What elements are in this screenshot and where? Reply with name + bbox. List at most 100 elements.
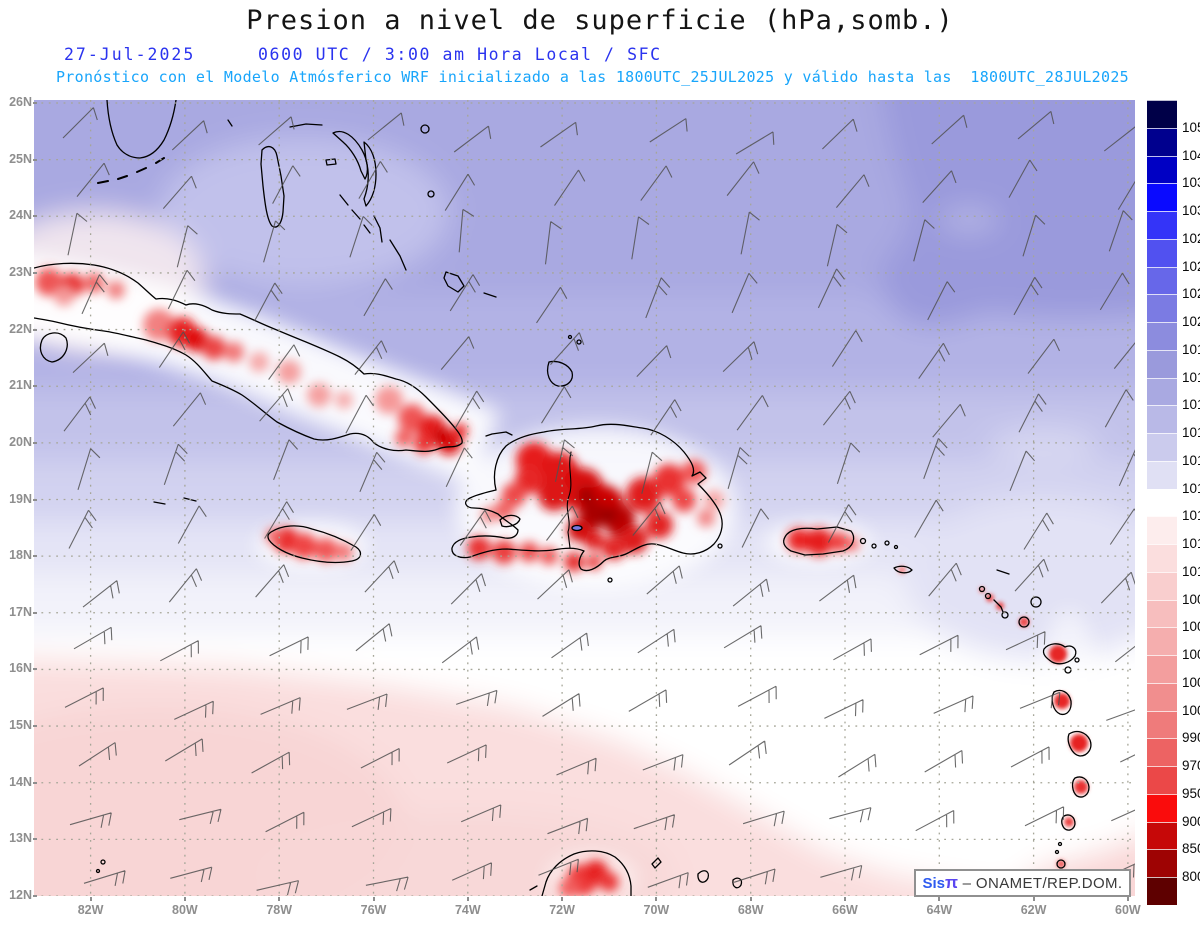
colorbar-tick-label: 1018 bbox=[1182, 369, 1200, 385]
lat-tick bbox=[33, 498, 37, 501]
watermark-pi-icon: π bbox=[945, 873, 959, 892]
watermark-box: Sis π – ONAMET/REP.DOM. bbox=[914, 869, 1131, 897]
colorbar-tick-label: 1012 bbox=[1182, 536, 1200, 552]
lat-label: 17N bbox=[9, 604, 32, 619]
colorbar-segment bbox=[1147, 211, 1177, 239]
lon-tick bbox=[561, 897, 564, 901]
colorbar-segment bbox=[1147, 738, 1177, 766]
colorbar-tick-label: 970 bbox=[1182, 758, 1200, 774]
colorbar-segment bbox=[1147, 877, 1177, 905]
wind-barbs bbox=[62, 107, 1135, 896]
colorbar-tick-label: 990 bbox=[1182, 730, 1200, 746]
coastlines bbox=[34, 100, 1121, 896]
lon-label: 82W bbox=[77, 903, 104, 917]
lon-tick bbox=[1126, 897, 1129, 901]
colorbar-segment bbox=[1147, 682, 1177, 711]
colorbar-tick-label: 1008 bbox=[1182, 591, 1200, 607]
colorbar-tick-label: 1006 bbox=[1182, 619, 1200, 635]
colorbar-segment bbox=[1147, 377, 1177, 406]
page-title: Presion a nivel de superficie (hPa,somb.… bbox=[246, 5, 954, 36]
lon-tick bbox=[749, 897, 752, 901]
colorbar-segment bbox=[1147, 322, 1177, 350]
colorbar-segment bbox=[1147, 155, 1177, 184]
date-label: 27-Jul-2025 bbox=[64, 45, 196, 64]
lon-tick bbox=[372, 897, 375, 901]
lat-label: 26N bbox=[9, 95, 32, 109]
lon-label: 64W bbox=[926, 903, 953, 917]
lat-tick bbox=[33, 328, 37, 331]
lat-label: 21N bbox=[9, 378, 32, 393]
lat-tick bbox=[33, 441, 37, 444]
colorbar-tick-label: 1022 bbox=[1182, 286, 1200, 302]
colorbar-segment bbox=[1147, 405, 1177, 433]
lat-tick bbox=[33, 781, 37, 784]
colorbar-segment bbox=[1147, 183, 1177, 211]
colorbar-segment bbox=[1147, 266, 1177, 295]
colorbar-segment bbox=[1147, 766, 1177, 794]
lat-label: 13N bbox=[9, 831, 32, 846]
map-canvas bbox=[34, 100, 1135, 896]
lat-tick bbox=[33, 271, 37, 274]
colorbar-segment bbox=[1147, 488, 1177, 517]
colorbar-segment bbox=[1147, 544, 1177, 572]
lat-label: 20N bbox=[9, 434, 32, 449]
lat-label: 23N bbox=[9, 264, 32, 279]
lat-tick bbox=[33, 215, 37, 218]
colorbar-tick-label: 1035 bbox=[1182, 175, 1200, 191]
colorbar-tick-label: 1030 bbox=[1182, 203, 1200, 219]
colorbar-segment bbox=[1147, 599, 1177, 628]
lat-label: 15N bbox=[9, 718, 32, 733]
colorbar-tick-label: 1002 bbox=[1182, 674, 1200, 690]
colorbar-tick-label: 1017 bbox=[1182, 397, 1200, 413]
colorbar-segment bbox=[1147, 627, 1177, 655]
lat-tick bbox=[33, 102, 37, 104]
lon-label: 66W bbox=[832, 903, 858, 917]
colorbar-tick-label: 850 bbox=[1182, 841, 1200, 857]
time-label: 0600 UTC / 3:00 am Hora Local / SFC bbox=[258, 45, 662, 64]
colorbar-tick-label: 1014 bbox=[1182, 480, 1200, 496]
colorbar-segment bbox=[1147, 433, 1177, 461]
colorbar-segment bbox=[1147, 849, 1177, 877]
lon-tick bbox=[278, 897, 281, 901]
lon-label: 70W bbox=[643, 903, 670, 917]
colorbar-segment bbox=[1147, 655, 1177, 683]
lon-label: 76W bbox=[360, 903, 387, 917]
colorbar-tick-label: 1050 bbox=[1182, 119, 1200, 135]
colorbar-segment bbox=[1147, 349, 1177, 378]
lat-label: 22N bbox=[9, 321, 32, 336]
colorbar-segment bbox=[1147, 294, 1177, 322]
colorbar-tick-label: 1013 bbox=[1182, 508, 1200, 524]
pressure-colorbar bbox=[1147, 100, 1177, 905]
colorbar-tick-label: 1040 bbox=[1182, 147, 1200, 163]
lat-tick bbox=[33, 725, 37, 728]
lat-tick bbox=[33, 838, 37, 841]
lon-tick bbox=[938, 897, 941, 901]
colorbar-segment bbox=[1147, 127, 1177, 156]
colorbar-tick-label: 1015 bbox=[1182, 452, 1200, 468]
pressure-map bbox=[34, 100, 1135, 896]
lat-label: 25N bbox=[9, 151, 32, 166]
colorbar-segment bbox=[1147, 793, 1177, 822]
lat-label: 16N bbox=[9, 661, 32, 676]
lat-label: 12N bbox=[9, 888, 32, 902]
colorbar-tick-label: 1025 bbox=[1182, 258, 1200, 274]
colorbar-tick-label: 800 bbox=[1182, 869, 1200, 885]
colorbar-segment bbox=[1147, 571, 1177, 600]
lat-tick bbox=[33, 668, 37, 671]
lat-label: 14N bbox=[9, 774, 32, 789]
lat-label: 18N bbox=[9, 548, 32, 563]
lat-label: 24N bbox=[9, 208, 32, 223]
lon-label: 74W bbox=[454, 903, 481, 917]
lat-tick bbox=[33, 158, 37, 161]
lon-label: 62W bbox=[1020, 903, 1047, 917]
colorbar-segment bbox=[1147, 238, 1177, 267]
lon-label: 72W bbox=[549, 903, 575, 917]
lon-label: 78W bbox=[266, 903, 293, 917]
lon-label: 68W bbox=[737, 903, 764, 917]
lon-tick bbox=[844, 897, 846, 901]
land-pressure-minima bbox=[35, 268, 859, 896]
colorbar-tick-label: 1028 bbox=[1182, 230, 1200, 246]
lon-tick bbox=[89, 897, 92, 901]
